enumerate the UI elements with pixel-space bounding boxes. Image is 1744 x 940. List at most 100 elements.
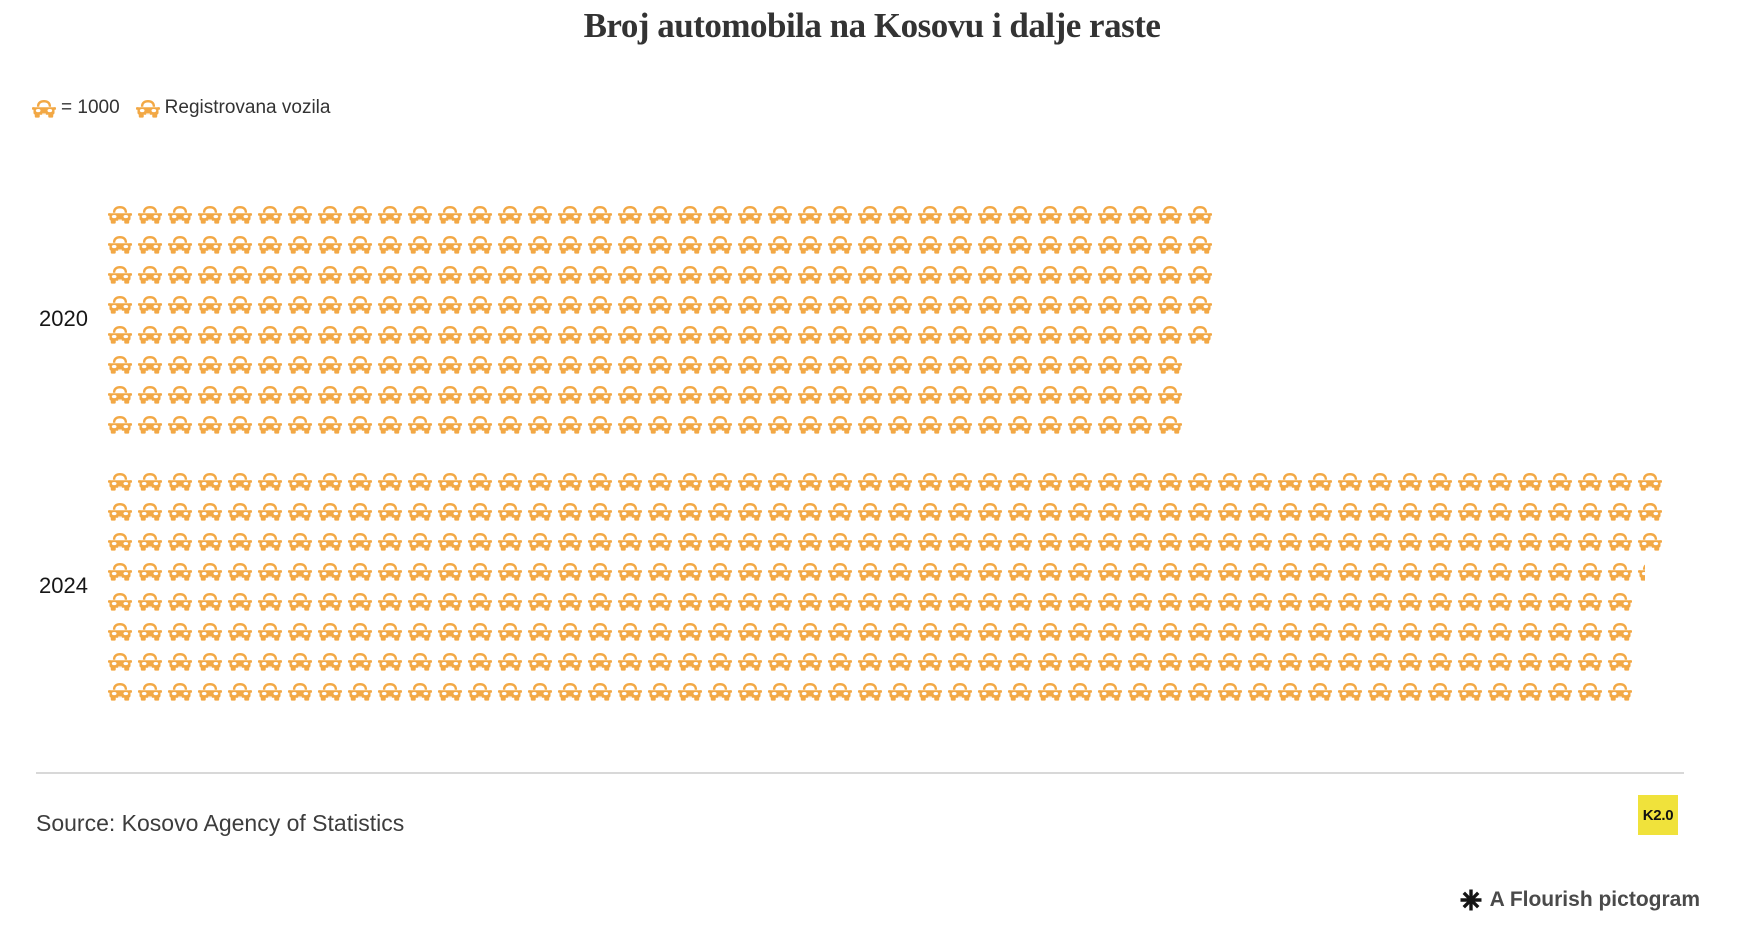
car-icon: [648, 293, 672, 315]
car-icon: [1368, 530, 1392, 552]
car-icon: [1548, 470, 1572, 492]
car-icon: [498, 650, 522, 672]
car-icon: [168, 233, 192, 255]
car-icon: [408, 263, 432, 285]
car-icon: [1128, 650, 1152, 672]
car-icon: [1128, 233, 1152, 255]
car-icon: [858, 470, 882, 492]
car-icon: [1338, 650, 1362, 672]
car-icon: [918, 323, 942, 345]
car-icon: [978, 263, 1002, 285]
car-icon: [1038, 650, 1062, 672]
car-icon: [798, 530, 822, 552]
car-icon: [498, 263, 522, 285]
car-icon: [738, 680, 762, 702]
car-icon: [978, 233, 1002, 255]
car-icon: [1428, 590, 1452, 612]
car-icon: [558, 263, 582, 285]
car-icon: [1218, 620, 1242, 642]
pictogram-row: [108, 413, 1218, 435]
car-icon: [108, 560, 132, 582]
car-icon: [588, 383, 612, 405]
car-icon: [1188, 530, 1212, 552]
car-icon: [1068, 530, 1092, 552]
car-icon: [528, 383, 552, 405]
car-icon: [708, 590, 732, 612]
car-icon: [228, 530, 252, 552]
car-icon: [288, 500, 312, 522]
car-icon: [1188, 680, 1212, 702]
car-icon: [378, 590, 402, 612]
car-icon: [798, 590, 822, 612]
car-icon: [468, 680, 492, 702]
car-icon: [1098, 650, 1122, 672]
car-icon: [1638, 500, 1662, 522]
icon-rows: [108, 470, 1668, 702]
car-icon: [1608, 650, 1632, 672]
car-icon: [1128, 620, 1152, 642]
car-icon: [738, 293, 762, 315]
car-icon: [948, 413, 972, 435]
car-icon: [1548, 590, 1572, 612]
car-icon: [348, 383, 372, 405]
car-icon: [348, 413, 372, 435]
car-icon: [1488, 590, 1512, 612]
car-icon: [588, 470, 612, 492]
car-icon: [678, 203, 702, 225]
car-icon: [1488, 500, 1512, 522]
car-icon: [258, 323, 282, 345]
car-icon: [528, 413, 552, 435]
car-icon: [138, 353, 162, 375]
car-icon: [1608, 500, 1632, 522]
car-icon: [948, 353, 972, 375]
car-icon: [738, 233, 762, 255]
car-icon: [648, 680, 672, 702]
flourish-asterisk-icon: [1460, 889, 1482, 911]
car-icon: [1458, 590, 1482, 612]
car-icon: [228, 560, 252, 582]
car-icon: [708, 353, 732, 375]
pictogram-row: [108, 203, 1218, 225]
car-icon: [138, 323, 162, 345]
car-icon: [948, 620, 972, 642]
car-icon: [1248, 620, 1272, 642]
flourish-credit-link[interactable]: A Flourish pictogram: [1459, 888, 1700, 912]
car-icon: [438, 203, 462, 225]
car-icon: [858, 560, 882, 582]
legend-unit-label: = 1000: [61, 97, 120, 118]
car-icon: [918, 263, 942, 285]
car-icon: [318, 680, 342, 702]
car-icon: [1098, 620, 1122, 642]
car-icon: [918, 233, 942, 255]
car-icon: [468, 263, 492, 285]
car-icon: [588, 650, 612, 672]
car-icon: [1158, 293, 1182, 315]
car-icon: [438, 323, 462, 345]
car-icon: [408, 500, 432, 522]
car-icon: [408, 383, 432, 405]
car-icon: [1008, 560, 1032, 582]
car-icon: [828, 500, 852, 522]
car-icon: [198, 470, 222, 492]
car-icon: [258, 353, 282, 375]
car-icon: [798, 500, 822, 522]
car-icon: [1398, 500, 1422, 522]
car-icon: [438, 680, 462, 702]
car-icon: [1158, 413, 1182, 435]
car-icon: [738, 323, 762, 345]
car-icon: [348, 680, 372, 702]
car-icon: [768, 203, 792, 225]
car-icon: [1398, 590, 1422, 612]
car-icon: [408, 203, 432, 225]
car-icon: [318, 650, 342, 672]
car-icon: [258, 233, 282, 255]
car-icon: [888, 560, 912, 582]
car-icon: [1128, 470, 1152, 492]
car-icon: [828, 590, 852, 612]
car-icon: [1278, 590, 1302, 612]
car-icon: [1548, 500, 1572, 522]
divider: [36, 772, 1684, 774]
car-icon: [288, 293, 312, 315]
car-icon: [378, 500, 402, 522]
car-icon: [918, 590, 942, 612]
